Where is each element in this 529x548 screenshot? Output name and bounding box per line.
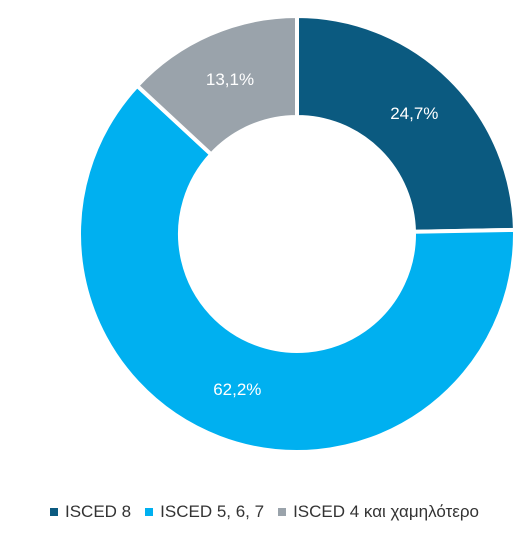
legend: ISCED 8 ISCED 5, 6, 7 ISCED 4 και χαμηλό…	[0, 500, 529, 524]
data-label-isced-8: 24,7%	[390, 104, 438, 123]
slices-group	[77, 13, 517, 454]
legend-item-isced-5-6-7[interactable]: ISCED 5, 6, 7	[145, 502, 264, 522]
data-label-isced-4-and-lower: 13,1%	[206, 70, 254, 89]
legend-label-isced-5-6-7: ISCED 5, 6, 7	[160, 502, 265, 521]
slice-isced-5-6-7[interactable]	[77, 82, 517, 454]
legend-swatch-isced-5-6-7	[145, 508, 154, 516]
data-label-isced-5-6-7: 62,2%	[213, 380, 261, 399]
slice-isced-4-and-lower[interactable]	[134, 13, 299, 158]
legend-swatch-isced-4-and-lower	[278, 508, 287, 516]
legend-item-isced-4-and-lower[interactable]: ISCED 4 και χαμηλότερο	[278, 502, 479, 522]
slice-isced-8[interactable]	[295, 13, 517, 234]
legend-label-isced-4-and-lower: ISCED 4 και χαμηλότερο	[293, 502, 479, 521]
legend-label-isced-8: ISCED 8	[65, 502, 132, 521]
legend-item-isced-8[interactable]: ISCED 8	[50, 502, 131, 522]
donut-chart-svg: 24,7% 62,2% 13,1%	[77, 13, 517, 454]
labels-group: 24,7% 62,2% 13,1%	[206, 70, 439, 399]
legend-swatch-isced-8	[50, 508, 58, 516]
